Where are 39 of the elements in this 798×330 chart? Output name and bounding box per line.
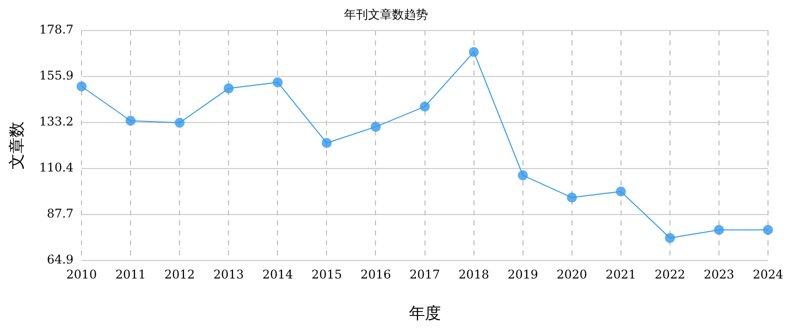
x-tick-label: 2015 <box>311 268 342 282</box>
point <box>763 224 773 235</box>
x-tick-label: 2021 <box>606 268 636 282</box>
x-tick-label: 2016 <box>360 268 392 282</box>
x-axis-title: 年度 <box>408 304 441 323</box>
x-tick-label: 2023 <box>704 268 734 282</box>
point <box>616 186 626 196</box>
x-tick-label: 2013 <box>213 268 244 282</box>
y-axis-title: 文章数 <box>6 121 26 170</box>
y-tick-label: 64.9 <box>46 252 74 267</box>
point <box>370 122 381 132</box>
point <box>468 47 479 58</box>
point <box>224 83 234 94</box>
point <box>272 77 283 88</box>
x-tick-label: 2011 <box>115 268 146 282</box>
x-tick-label: 2010 <box>66 268 97 282</box>
x-tick-label: 2024 <box>752 268 784 282</box>
y-tick-label: 155.9 <box>39 68 74 83</box>
y-tick-label: 87.7 <box>46 206 74 220</box>
point <box>664 232 675 243</box>
x-tick-label: 2019 <box>508 268 538 282</box>
point <box>566 192 577 203</box>
point <box>174 118 185 128</box>
y-tick-label: 133.2 <box>39 114 74 128</box>
point <box>322 138 332 148</box>
x-tick-label: 2020 <box>556 268 588 282</box>
y-tick-label: 110.4 <box>39 160 74 175</box>
x-tick-label: 2017 <box>410 268 440 282</box>
point <box>76 81 87 92</box>
y-tick-label: 178.7 <box>39 22 74 37</box>
point <box>714 224 724 235</box>
x-tick-label: 2022 <box>654 268 686 282</box>
x-tick-label: 2018 <box>458 268 490 282</box>
point <box>126 116 136 126</box>
x-tick-label: 2014 <box>262 268 294 282</box>
chart-title: 年刊文章数趋势 <box>344 7 428 22</box>
point <box>518 170 528 180</box>
x-tick-label: 2012 <box>164 268 195 282</box>
point <box>420 102 430 112</box>
